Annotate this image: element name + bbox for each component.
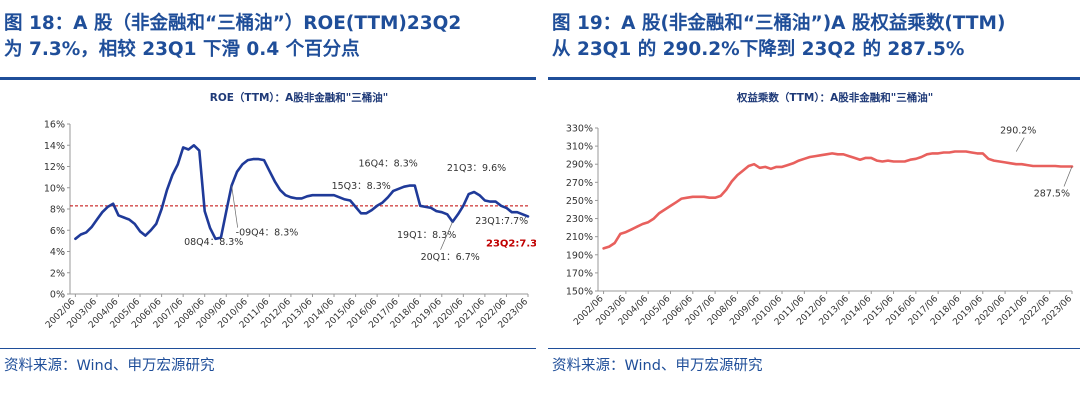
data-label: -09Q4：8.3% xyxy=(236,228,299,239)
y-tick-label: 8% xyxy=(50,205,65,216)
y-tick-label: 190% xyxy=(566,250,593,261)
y-tick-label: 250% xyxy=(566,196,593,207)
y-tick-label: 6% xyxy=(50,226,65,237)
series-line xyxy=(74,143,530,241)
y-tick-label: 4% xyxy=(50,247,65,258)
y-tick-label: 310% xyxy=(566,142,593,153)
data-label: 16Q4：8.3% xyxy=(359,159,418,170)
annotation-leader-line xyxy=(440,221,453,250)
data-label: 15Q3：8.3% xyxy=(332,181,391,192)
data-label: 23Q1:7.7% xyxy=(475,216,528,227)
data-label: 21Q3：9.6% xyxy=(447,163,506,174)
figure-19-source: 资料来源：Wind、申万宏源研究 xyxy=(552,358,763,374)
annotation-leader-line xyxy=(1015,137,1025,152)
y-tick-label: 230% xyxy=(566,214,593,225)
data-label: 20Q1：6.7% xyxy=(421,252,480,263)
y-tick-label: 10% xyxy=(44,183,65,194)
y-tick-label: 210% xyxy=(566,232,593,243)
data-label: 290.2% xyxy=(1000,126,1036,137)
y-tick-label: 330% xyxy=(566,124,593,135)
data-label: 287.5% xyxy=(1034,188,1070,199)
chart-title: 权益乘数（TTM）：A股非金融和"三桶油" xyxy=(736,91,933,104)
y-tick-label: 2% xyxy=(50,268,65,279)
y-tick-label: 290% xyxy=(566,160,593,171)
y-tick-label: 12% xyxy=(44,162,65,173)
y-tick-label: 0% xyxy=(50,290,65,301)
data-label: 23Q2:7.3% xyxy=(486,238,536,249)
figure-18-source: 资料来源：Wind、申万宏源研究 xyxy=(4,358,215,374)
figure-18-source-rule xyxy=(0,348,536,349)
y-tick-label: 14% xyxy=(44,141,65,152)
y-tick-label: 16% xyxy=(44,120,65,131)
annotation-leader-line xyxy=(1063,166,1073,187)
data-label: 08Q4：8.3% xyxy=(184,237,243,248)
equity-multiplier-line-chart: 权益乘数（TTM）：A股非金融和"三桶油" 150% 170% 190% 210% 230… xyxy=(566,91,1074,328)
data-label: 19Q1：8.3% xyxy=(397,230,456,241)
series-line xyxy=(602,150,1074,250)
y-tick-label: 150% xyxy=(566,287,593,298)
figure-18-title-rule xyxy=(0,77,536,80)
annotation-leader-line xyxy=(231,185,238,228)
figure-18-title: 图 18：A 股（非金融和“三桶油”）ROE(TTM)23Q2 为 7.3%，相… xyxy=(4,13,462,60)
chart-title: ROE（TTM）：A股非金融和"三桶油" xyxy=(210,91,389,104)
y-tick-label: 270% xyxy=(566,178,593,189)
figure-19-source-rule xyxy=(548,348,1080,349)
roe-line-chart: ROE（TTM）：A股非金融和"三桶油" 0% 2% 4% 6% 8% 10% 12% 14% 1… xyxy=(44,91,536,331)
y-tick-label: 170% xyxy=(566,268,593,279)
figure-19-title-rule xyxy=(548,77,1080,80)
figure-19-title: 图 19：A 股(非金融和“三桶油”)A 股权益乘数(TTM) 从 23Q1 的… xyxy=(552,13,1006,60)
